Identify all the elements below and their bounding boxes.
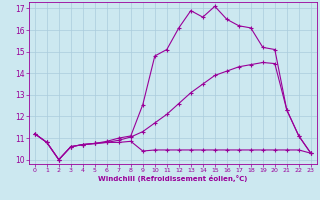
X-axis label: Windchill (Refroidissement éolien,°C): Windchill (Refroidissement éolien,°C) [98,175,247,182]
